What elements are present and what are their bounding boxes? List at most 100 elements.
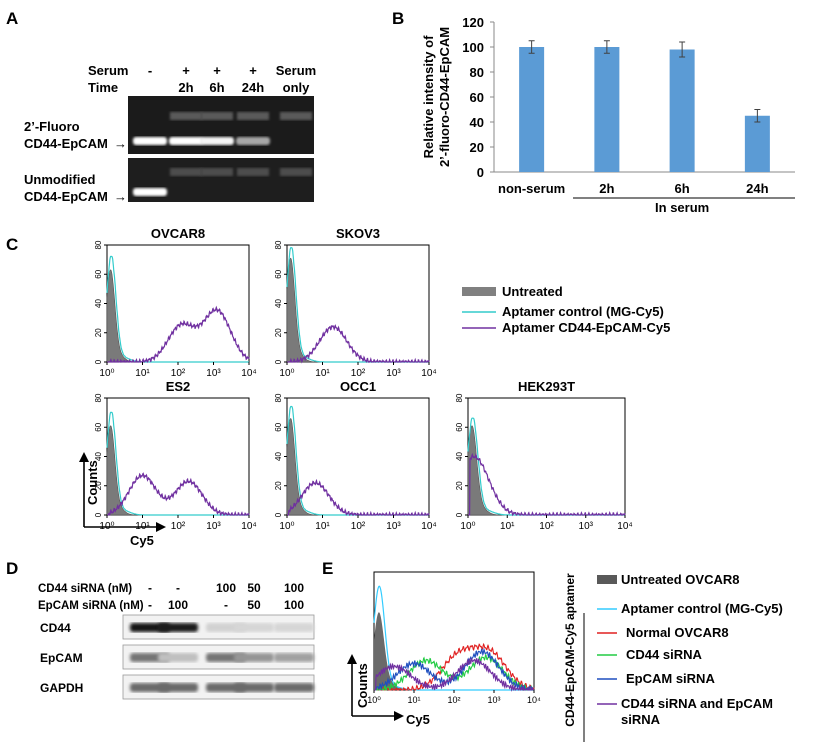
x-tick-label: 10⁴ bbox=[241, 368, 256, 379]
gel-smear bbox=[280, 112, 312, 120]
y-tick-label: 60 bbox=[274, 269, 283, 278]
y-axis-label: 2’-fluoro-CD44-EpCAM bbox=[437, 27, 452, 167]
histogram-title: OVCAR8 bbox=[151, 226, 205, 241]
gel2-label-line1: Unmodified bbox=[24, 172, 96, 187]
blot-band bbox=[274, 623, 314, 632]
x-tick-label: 10⁰ bbox=[279, 368, 294, 379]
histogram-normal bbox=[374, 642, 535, 691]
y-tick-label: 120 bbox=[462, 15, 484, 30]
legend-swatch-untreated bbox=[462, 287, 496, 296]
histogram-title: HEK293T bbox=[518, 379, 575, 394]
x-tick-label: 10³ bbox=[386, 368, 401, 379]
x-tick-label: 24h bbox=[746, 181, 768, 196]
legend-label: Normal OVCAR8 bbox=[626, 625, 729, 640]
x-tick-label: 10¹ bbox=[135, 368, 150, 379]
siRNA-value: - bbox=[224, 598, 228, 612]
gel1-label-line1: 2’-Fluoro bbox=[24, 119, 80, 134]
gel-smear bbox=[201, 112, 233, 120]
x-tick-label: 10⁰ bbox=[279, 521, 294, 532]
siRNA-value: 50 bbox=[247, 581, 261, 595]
histogram-aptamer bbox=[287, 478, 430, 516]
siRNA-row-label: EpCAM siRNA (nM) bbox=[38, 600, 144, 612]
y-tick-label: 100 bbox=[462, 40, 484, 55]
y-tick-label: 60 bbox=[470, 90, 484, 105]
cy5-arrowhead bbox=[156, 522, 166, 532]
y-tick-label: 40 bbox=[274, 452, 283, 461]
y-tick-label: 40 bbox=[94, 452, 103, 461]
x-tick-label: 10⁰ bbox=[367, 695, 381, 705]
histogram-aptamer bbox=[287, 324, 430, 364]
siRNA-value: 100 bbox=[216, 581, 236, 595]
histogram-epcam-sirna bbox=[374, 647, 534, 692]
lane-serum-label: - bbox=[148, 63, 152, 78]
bar bbox=[744, 115, 770, 172]
y-tick-label: 20 bbox=[94, 328, 103, 337]
lane-time-label: 2h bbox=[178, 80, 193, 95]
y-tick-label: 80 bbox=[274, 240, 283, 249]
legend-label-continued: siRNA bbox=[621, 712, 661, 727]
siRNA-value: - bbox=[148, 581, 152, 595]
x-tick-label: 10² bbox=[539, 521, 554, 532]
gel-image-1 bbox=[128, 96, 314, 154]
x-tick-label: 10² bbox=[351, 521, 366, 532]
x-tick-label: 10³ bbox=[579, 521, 594, 532]
y-tick-label: 40 bbox=[470, 115, 484, 130]
blot-band bbox=[158, 623, 198, 632]
y-tick-label: 60 bbox=[94, 269, 103, 278]
legend-label-untreated: Untreated bbox=[502, 284, 563, 299]
siRNA-value: 50 bbox=[247, 598, 261, 612]
gel2-arrow: → bbox=[114, 189, 127, 204]
siRNA-value: - bbox=[176, 581, 180, 595]
y-tick-label: 0 bbox=[455, 512, 464, 517]
y-tick-label: 40 bbox=[274, 299, 283, 308]
histogram-frame bbox=[286, 397, 430, 516]
counts-arrowhead bbox=[79, 452, 89, 462]
y-tick-label: 60 bbox=[94, 422, 103, 431]
x-tick-label: 10⁰ bbox=[99, 368, 114, 379]
y-tick-label: 40 bbox=[455, 452, 464, 461]
gel1-label-line2: CD44-EpCAM bbox=[24, 136, 108, 151]
histogram-frame bbox=[467, 397, 626, 516]
gel-smear bbox=[170, 112, 202, 120]
panel-label-b: B bbox=[392, 9, 404, 28]
counts-label: Counts bbox=[355, 663, 370, 708]
y-tick-label: 20 bbox=[455, 481, 464, 490]
x-tick-label: 10² bbox=[171, 521, 186, 532]
y-tick-label: 0 bbox=[94, 359, 103, 364]
lane-time-label: 6h bbox=[209, 80, 224, 95]
siRNA-value: - bbox=[148, 598, 152, 612]
cy5-label: Cy5 bbox=[406, 712, 430, 727]
x-tick-label: 10⁴ bbox=[421, 368, 436, 379]
panel-label-d: D bbox=[6, 559, 18, 578]
gel1-arrow: → bbox=[114, 136, 127, 151]
siRNA-value: 100 bbox=[168, 598, 188, 612]
x-tick-label: 10³ bbox=[206, 521, 221, 532]
legend-label-aptamer: Aptamer CD44-EpCAM-Cy5 bbox=[502, 320, 670, 335]
legend-label: EpCAM siRNA bbox=[626, 671, 715, 686]
x-tick-label: 10² bbox=[351, 368, 366, 379]
histogram-aptamer bbox=[107, 305, 250, 363]
counts-label: Counts bbox=[85, 460, 100, 505]
y-tick-label: 0 bbox=[274, 359, 283, 364]
blot-label: GAPDH bbox=[40, 681, 83, 695]
y-tick-label: 80 bbox=[470, 65, 484, 80]
siRNA-value: 100 bbox=[284, 598, 304, 612]
panel-label-a: A bbox=[6, 9, 18, 28]
x-tick-label: 10¹ bbox=[315, 521, 330, 532]
lane-serum-label: + bbox=[182, 63, 190, 78]
histogram-aptamer bbox=[107, 472, 250, 516]
panel-d-western-blot: CD44 siRNA (nM) - - 100 50 100 EpCAM siRNA (nM… bbox=[38, 581, 315, 700]
gel-band bbox=[169, 137, 203, 145]
y-tick-label: 60 bbox=[455, 422, 464, 431]
y-tick-label: 60 bbox=[274, 422, 283, 431]
histogram-frame bbox=[286, 244, 430, 363]
legend-label: Aptamer control (MG-Cy5) bbox=[621, 601, 783, 616]
gel-band bbox=[200, 137, 234, 145]
y-tick-label: 20 bbox=[274, 328, 283, 337]
counts-arrowhead bbox=[347, 654, 357, 664]
lane-serum-label: + bbox=[249, 63, 257, 78]
blot-band bbox=[234, 683, 274, 692]
bar bbox=[669, 49, 695, 172]
panel-e-flow-histogram: 10⁰ 10¹ 10² 10³ 10⁴ Counts Cy5 CD44-EpCAM-Cy5 a… bbox=[347, 571, 783, 742]
blot-label: CD44 bbox=[40, 621, 71, 635]
